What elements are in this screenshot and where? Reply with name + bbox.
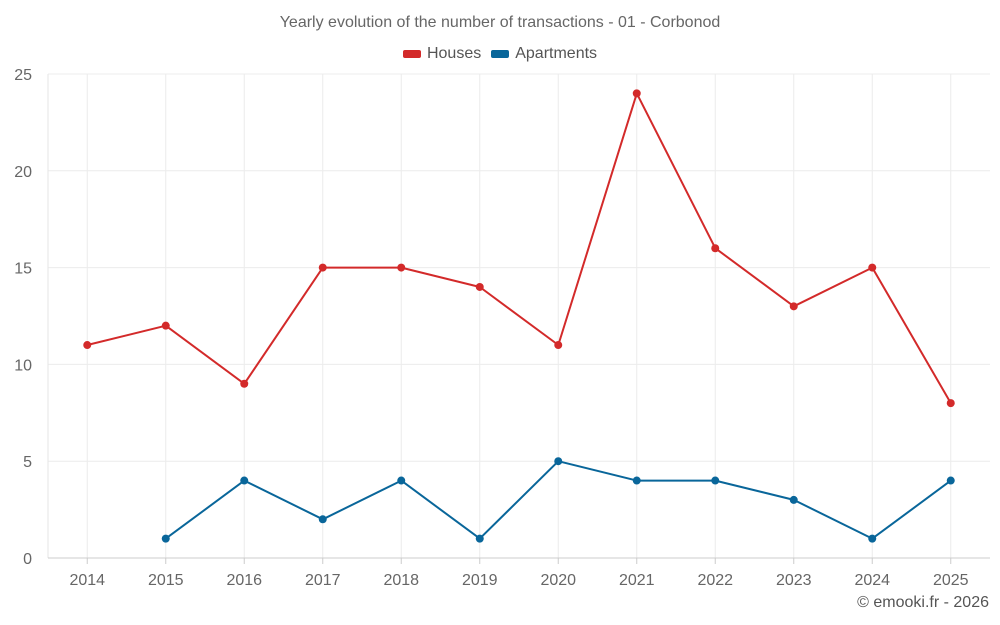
- data-point-apartments[interactable]: [475, 534, 484, 543]
- legend-item-apartments[interactable]: Apartments: [491, 45, 597, 63]
- x-tick-label: 2024: [854, 572, 890, 589]
- x-tick-label: 2020: [540, 572, 576, 589]
- copyright-credit: © emooki.fr - 2026: [857, 594, 989, 611]
- y-tick-label: 0: [23, 551, 32, 568]
- data-point-houses[interactable]: [475, 282, 484, 291]
- x-tick-label: 2016: [226, 572, 262, 589]
- data-point-apartments[interactable]: [161, 534, 170, 543]
- data-point-apartments[interactable]: [632, 476, 641, 485]
- data-point-houses[interactable]: [318, 263, 327, 272]
- y-tick-label: 20: [14, 164, 32, 181]
- data-point-apartments[interactable]: [711, 476, 720, 485]
- series-apartments: [161, 457, 955, 543]
- x-tick-label: 2023: [776, 572, 812, 589]
- chart-title: Yearly evolution of the number of transa…: [279, 14, 721, 31]
- data-point-houses[interactable]: [711, 244, 720, 253]
- x-tick-label: 2018: [383, 572, 419, 589]
- data-point-houses[interactable]: [161, 321, 170, 330]
- series-houses: [83, 89, 955, 408]
- data-point-houses[interactable]: [868, 263, 877, 272]
- data-point-houses[interactable]: [397, 263, 406, 272]
- legend: Houses Apartments: [0, 45, 1000, 63]
- data-point-apartments[interactable]: [554, 457, 563, 466]
- legend-label-apartments: Apartments: [515, 45, 598, 62]
- y-tick-label: 5: [23, 454, 32, 471]
- data-point-apartments[interactable]: [789, 495, 798, 504]
- series-layer: [83, 89, 955, 543]
- y-tick-label: 15: [14, 261, 32, 278]
- legend-item-houses[interactable]: Houses: [402, 45, 482, 63]
- x-tick-label: 2015: [148, 572, 184, 589]
- data-point-houses[interactable]: [554, 341, 563, 350]
- data-point-apartments[interactable]: [318, 515, 327, 524]
- x-tick-label: 2021: [619, 572, 655, 589]
- x-tick-label: 2025: [933, 572, 969, 589]
- y-tick-label: 10: [14, 357, 32, 374]
- x-tick-label: 2017: [305, 572, 341, 589]
- data-point-apartments[interactable]: [240, 476, 249, 485]
- legend-swatch-houses: [402, 50, 421, 58]
- data-point-apartments[interactable]: [397, 476, 406, 485]
- data-point-houses[interactable]: [83, 341, 92, 350]
- data-point-apartments[interactable]: [868, 534, 877, 543]
- data-point-houses[interactable]: [240, 379, 249, 388]
- x-tick-label: 2014: [69, 572, 105, 589]
- data-point-houses[interactable]: [946, 399, 955, 408]
- data-point-houses[interactable]: [632, 89, 641, 98]
- series-line-houses: [87, 92, 952, 404]
- y-tick-label: 25: [14, 67, 32, 84]
- data-point-houses[interactable]: [789, 302, 798, 311]
- x-tick-label: 2022: [697, 572, 733, 589]
- data-point-apartments[interactable]: [946, 476, 955, 485]
- x-tick-label: 2019: [462, 572, 498, 589]
- legend-swatch-apartments: [491, 50, 510, 58]
- legend-label-houses: Houses: [426, 45, 482, 62]
